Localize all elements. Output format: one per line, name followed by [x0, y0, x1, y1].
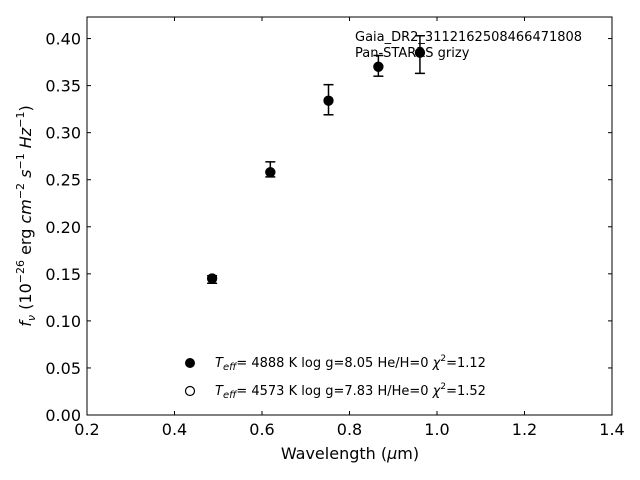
y-tick-label: 0.30	[45, 124, 81, 143]
legend-marker-filled	[185, 358, 195, 368]
y-tick-label: 0.10	[45, 312, 81, 331]
legend-entry-2: Teff= 4573 K log g=7.83 H/He=0 χ2=1.52	[215, 382, 486, 401]
legend-entry-1: Teff= 4888 K log g=8.05 He/H=0 χ2=1.12	[215, 354, 486, 373]
y-tick-label: 0.15	[45, 265, 81, 284]
error-bars	[207, 34, 425, 284]
y-tick-label: 0.20	[45, 218, 81, 237]
x-tick-label: 1.2	[512, 420, 537, 439]
data-markers	[207, 47, 426, 284]
model-point-open	[323, 95, 334, 106]
axis-ticks: 0.2 0.4 0.6 0.8 1.0 1.2 1.4 0.00 0.05 0.10 0.15 0.2…	[45, 17, 625, 439]
model-point-open	[414, 47, 426, 58]
annotation-line-2: Pan-STARRS grizy	[355, 46, 470, 61]
x-tick-label: 0.2	[74, 420, 99, 439]
x-axis-label: Wavelength (μm)	[281, 444, 419, 463]
annotation-line-1: Gaia_DR2_3112162508466471808	[355, 30, 582, 45]
legend: Teff= 4888 K log g=8.05 He/H=0 χ2=1.12 T…	[184, 354, 486, 401]
y-axis-label: fν (10−26 erg cm−2 s−1 Hz−1)	[14, 105, 38, 326]
model-point-open	[373, 61, 384, 72]
y-tick-label: 0.25	[45, 171, 81, 190]
model-point-open	[207, 273, 218, 284]
x-tick-label: 0.4	[162, 420, 187, 439]
x-tick-label: 0.6	[249, 420, 274, 439]
legend-marker-open	[184, 385, 196, 397]
y-tick-label: 0.35	[45, 77, 81, 96]
x-tick-label: 0.8	[337, 420, 362, 439]
y-tick-label: 0.00	[45, 406, 81, 425]
y-tick-label: 0.05	[45, 359, 81, 378]
model-point-open	[265, 167, 276, 178]
x-tick-label: 1.4	[599, 420, 624, 439]
x-tick-label: 1.0	[424, 420, 449, 439]
y-tick-label: 0.40	[45, 30, 81, 49]
